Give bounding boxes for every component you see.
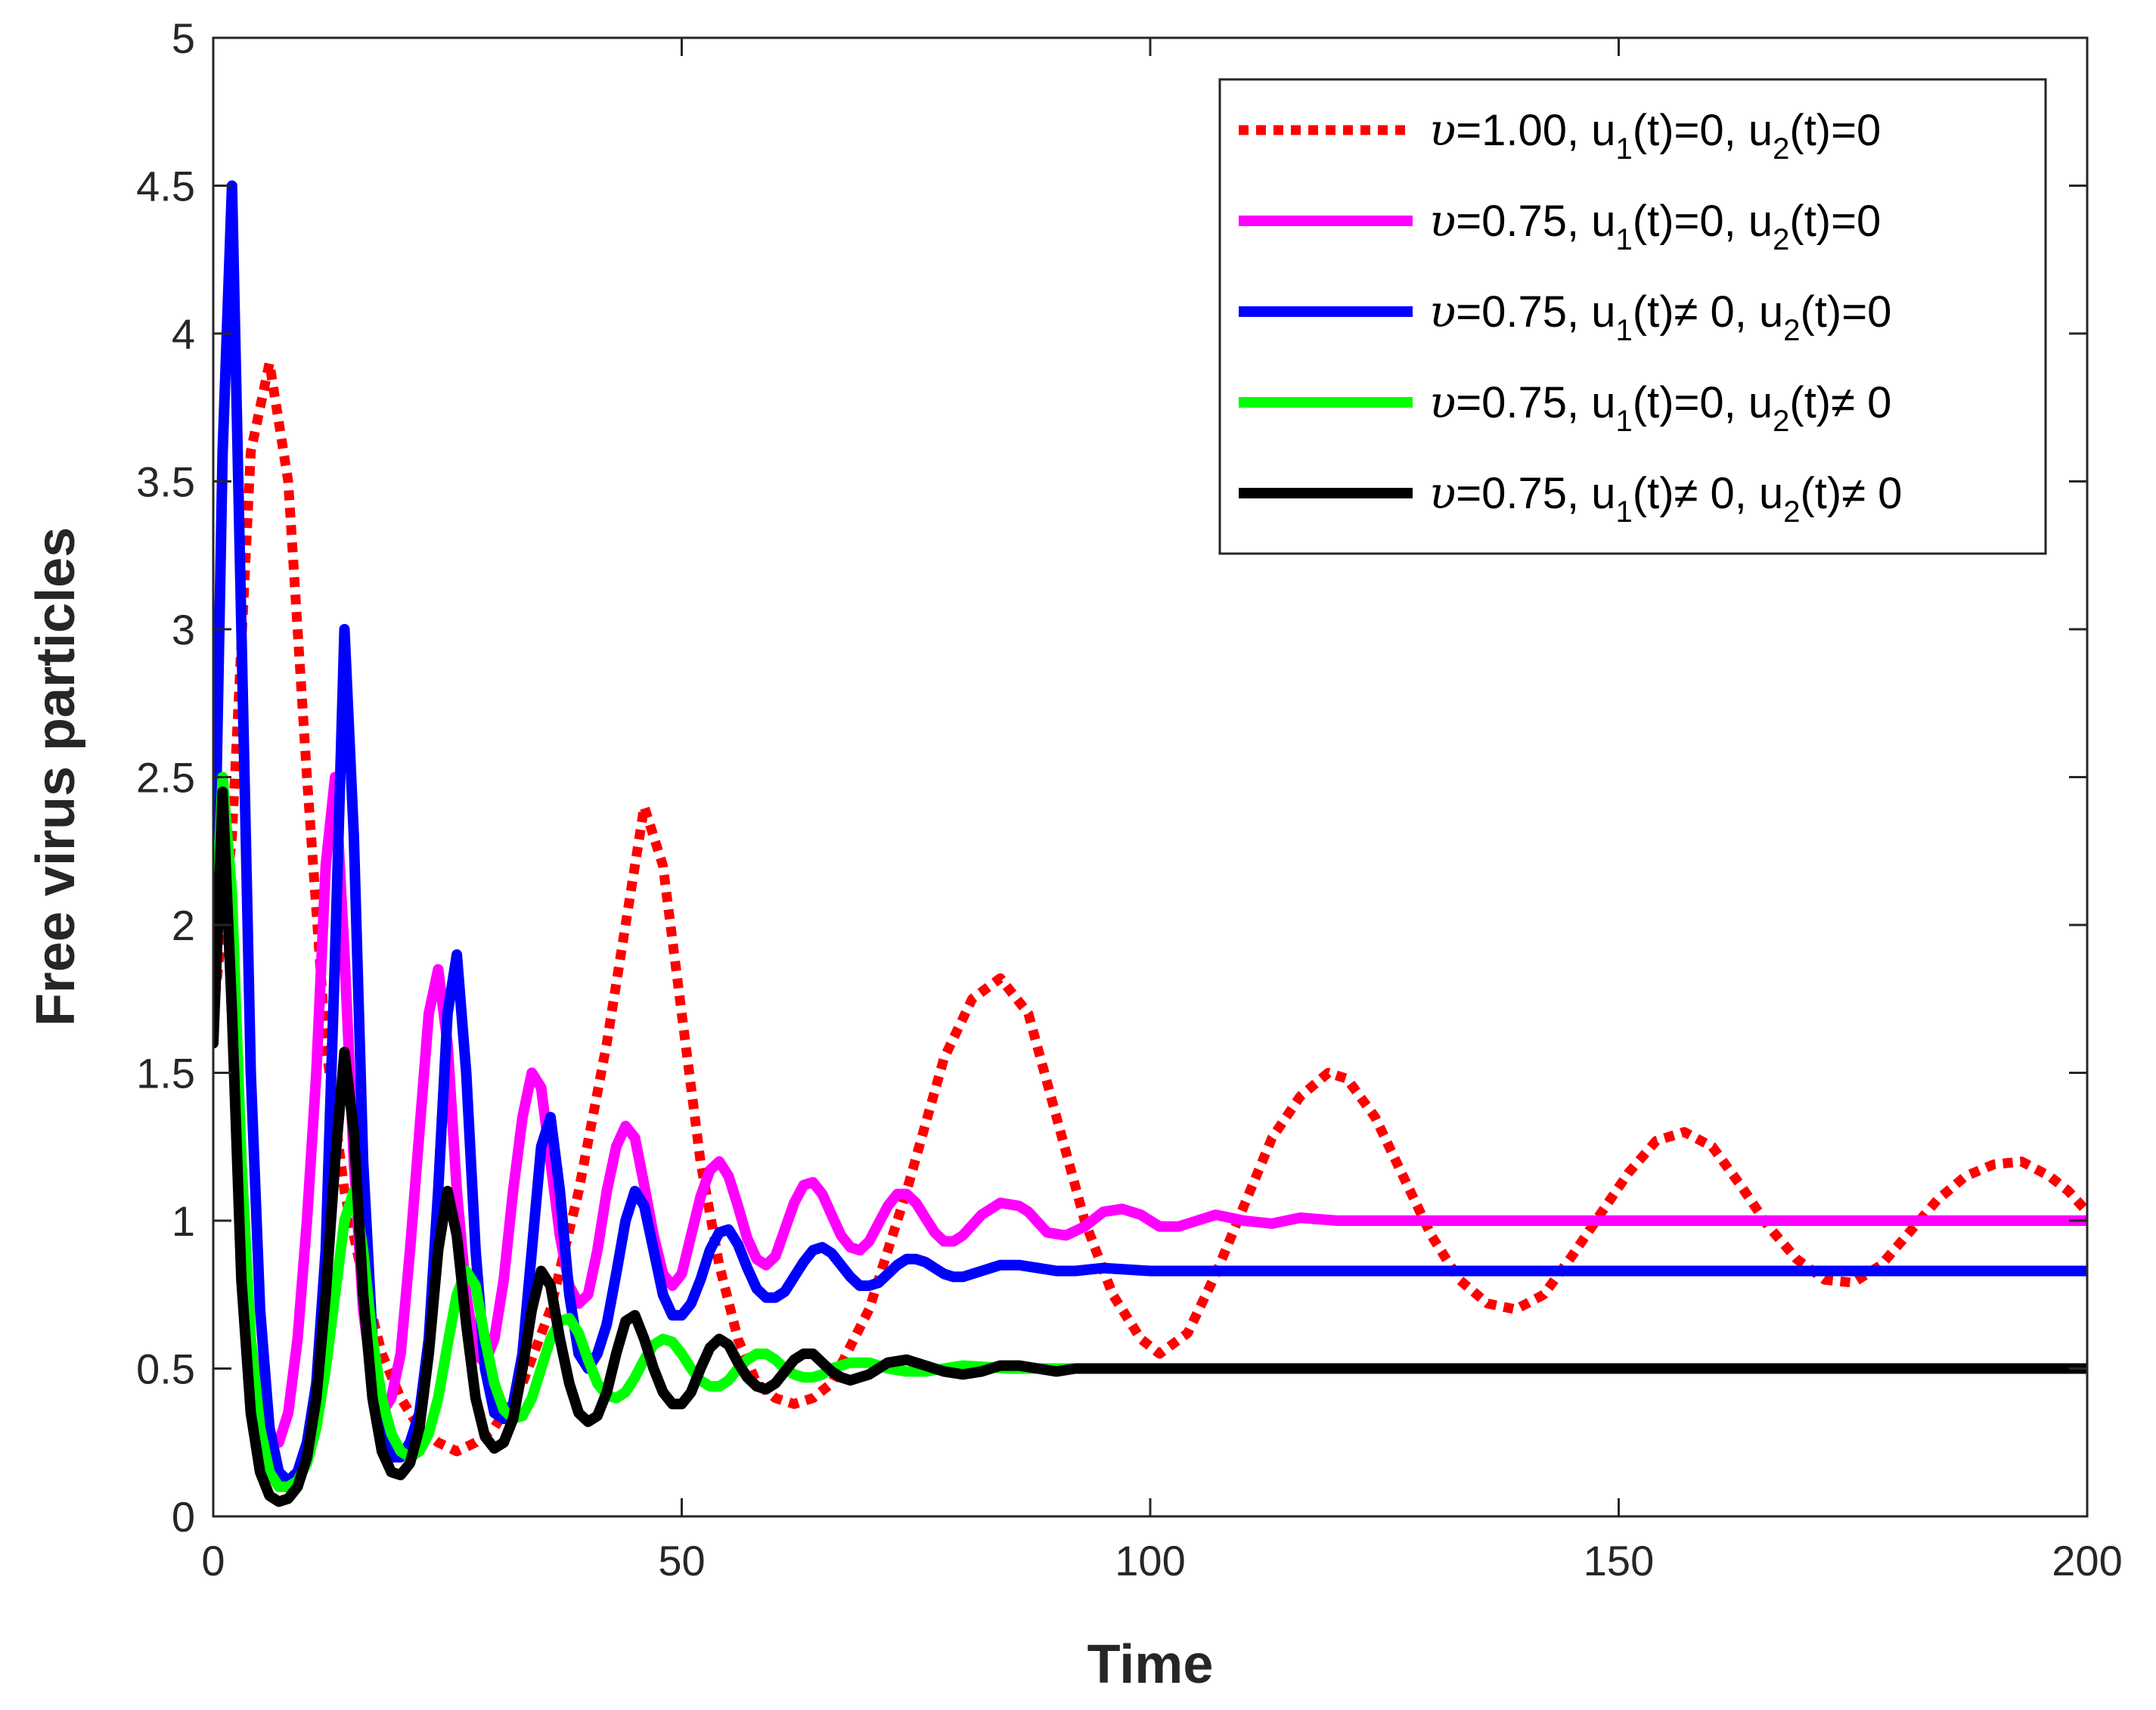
x-tick-label: 200	[2052, 1537, 2122, 1584]
y-tick-label: 2.5	[136, 754, 195, 802]
x-tick-label: 150	[1584, 1537, 1654, 1584]
y-tick-label: 0	[172, 1493, 195, 1541]
y-tick-label: 0.5	[136, 1345, 195, 1393]
x-tick-label: 0	[201, 1537, 225, 1584]
legend-label-3: υ=0.75, u1(t)≠ 0, u2(t)=0	[1429, 286, 1891, 347]
y-tick-label: 5	[172, 14, 195, 62]
x-tick-label: 100	[1115, 1537, 1185, 1584]
y-tick-label: 1	[172, 1197, 195, 1245]
series-line-3	[213, 180, 2087, 1487]
y-tick-label: 2	[172, 902, 195, 949]
series-layer	[213, 180, 2087, 1507]
x-axis-title: Time	[1087, 1634, 1214, 1695]
y-tick-label: 1.5	[136, 1050, 195, 1097]
y-tick-label: 4.5	[136, 163, 195, 210]
y-ticks: 0 0.5 1 1.5 2 2.5 3 3.5 4 4.5 5	[136, 14, 2087, 1541]
y-tick-label: 3.5	[136, 458, 195, 506]
y-tick-label: 3	[172, 606, 195, 653]
series-line-1	[213, 358, 2087, 1457]
x-ticks: 0 50 100 150 200	[201, 38, 2123, 1584]
legend-label-1: υ=1.00, u1(t)=0, u2(t)=0	[1429, 104, 1881, 166]
series-line-5	[213, 787, 2087, 1507]
x-tick-label: 50	[658, 1537, 705, 1584]
legend-label-4: υ=0.75, u1(t)=0, u2(t)≠ 0	[1429, 377, 1891, 438]
legend-label-2: υ=0.75, u1(t)=0, u2(t)=0	[1429, 195, 1881, 256]
legend: υ=1.00, u1(t)=0, u2(t)=0 υ=0.75, u1(t)=0,…	[1218, 78, 2047, 555]
y-tick-label: 4	[172, 310, 195, 358]
legend-label-5: υ=0.75, u1(t)≠ 0, u2(t)≠ 0	[1429, 467, 1902, 529]
y-axis-title: Free virus particles	[26, 527, 86, 1026]
